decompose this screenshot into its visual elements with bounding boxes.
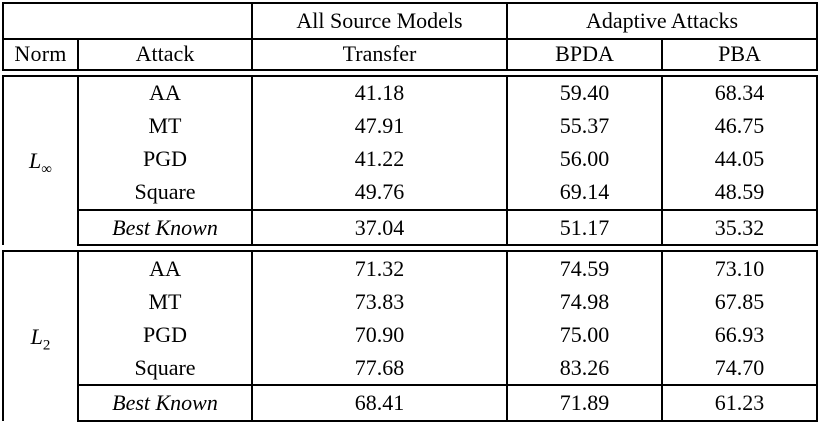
table-row: MT 47.91 55.37 46.75: [3, 110, 818, 143]
cell-bpda: 55.37: [506, 110, 663, 143]
cell-attack: MT: [77, 285, 253, 319]
cell-attack: Square: [77, 175, 253, 210]
cell-attack: PGD: [77, 318, 253, 352]
cell-pba: 73.10: [660, 251, 818, 286]
cell-transfer: 71.32: [251, 251, 508, 286]
cell-pba: 44.05: [660, 142, 818, 176]
cell-transfer: 73.83: [251, 285, 508, 319]
cell-transfer: 47.91: [251, 110, 508, 143]
cell-attack: Square: [77, 351, 253, 386]
double-rule-gap: [3, 70, 818, 77]
cell-transfer: 49.76: [251, 175, 508, 210]
cell-transfer: 77.68: [251, 351, 508, 386]
cell-transfer: 37.04: [251, 208, 508, 247]
column-header-transfer: Transfer: [251, 39, 508, 71]
cell-transfer: 68.41: [251, 384, 508, 422]
table-row: Square 77.68 83.26 74.70: [3, 351, 818, 386]
group-header-adaptive-attacks: Adaptive Attacks: [505, 2, 818, 40]
column-header-attack: Attack: [77, 39, 253, 71]
cell-transfer: 41.22: [251, 142, 508, 176]
cell-attack: AA: [77, 251, 253, 286]
cell-bpda: 51.17: [506, 208, 663, 247]
cell-bpda: 56.00: [506, 142, 663, 176]
best-known-row: Best Known 68.41 71.89 61.23: [3, 384, 818, 422]
cell-bpda: 74.98: [506, 285, 663, 319]
cell-transfer: 70.90: [251, 318, 508, 352]
cell-attack: Best Known: [77, 208, 253, 247]
best-known-row: Best Known 37.04 51.17 35.32: [3, 208, 818, 247]
group-header-row: All Source Models Adaptive Attacks: [2, 2, 818, 40]
table-row: Square 49.76 69.14 48.59: [3, 175, 818, 210]
cell-bpda: 75.00: [506, 318, 663, 352]
table-row: MT 73.83 74.98 67.85: [3, 285, 818, 319]
cell-pba: 66.93: [660, 318, 818, 352]
group-header-empty: [2, 2, 253, 40]
cell-bpda: 71.89: [506, 384, 663, 422]
cell-pba: 74.70: [660, 351, 818, 386]
norm-cell-linf: L∞: [2, 76, 79, 246]
column-header-pba: PBA: [660, 39, 818, 71]
cell-bpda: 59.40: [506, 76, 663, 111]
cell-attack: AA: [77, 76, 253, 111]
column-header-row: Norm Attack Transfer BPDA PBA: [2, 39, 818, 71]
table-row: PGD 70.90 75.00 66.93: [3, 318, 818, 352]
cell-pba: 67.85: [660, 285, 818, 319]
column-header-norm: Norm: [2, 39, 79, 71]
double-rule-gap: [3, 245, 818, 253]
column-header-bpda: BPDA: [506, 39, 663, 71]
table-row: L2 AA 71.32 74.59 73.10: [2, 251, 818, 421]
cell-bpda: 69.14: [506, 175, 663, 210]
table-row: PGD 41.22 56.00 44.05: [3, 142, 818, 176]
cell-pba: 68.34: [660, 76, 818, 111]
cell-bpda: 83.26: [506, 351, 663, 386]
norm-cell-l2: L2: [2, 251, 79, 421]
cell-transfer: 41.18: [251, 76, 508, 111]
cell-pba: 35.32: [660, 208, 818, 247]
cell-attack: Best Known: [77, 384, 253, 422]
group-header-all-source-models: All Source Models: [251, 2, 508, 40]
cell-bpda: 74.59: [506, 251, 663, 286]
cell-pba: 48.59: [660, 175, 818, 210]
cell-pba: 61.23: [660, 384, 818, 422]
table-row: L∞ AA 41.18 59.40 68.34: [2, 76, 818, 246]
cell-attack: PGD: [77, 142, 253, 176]
cell-pba: 46.75: [660, 110, 818, 143]
cell-attack: MT: [77, 110, 253, 143]
